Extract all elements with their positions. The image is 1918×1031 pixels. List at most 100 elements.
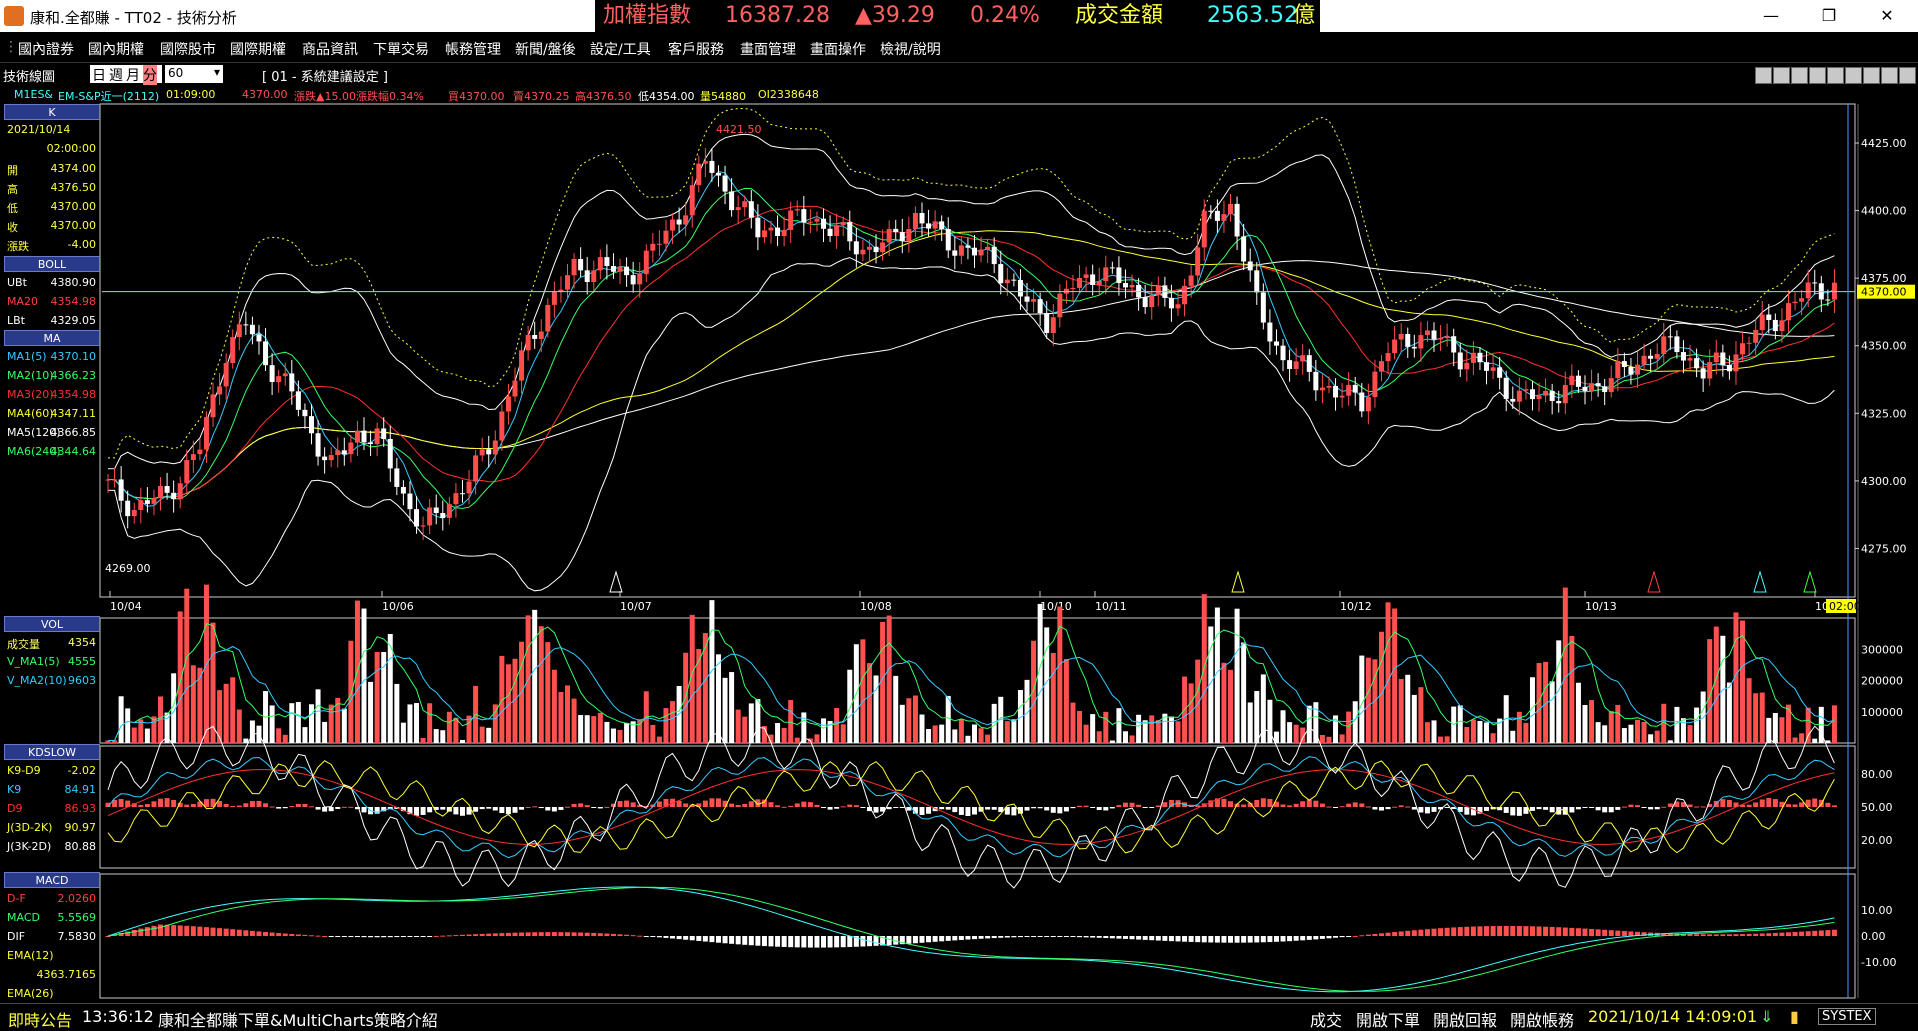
volume-bar [1549,681,1555,743]
kd-bar [610,803,616,807]
zoom-reset-icon[interactable] [1845,67,1862,84]
candle-body [374,428,380,444]
indicator-label: MA6(240) [7,445,61,458]
candle-body [1024,296,1030,302]
vol-tick-label: 300000 [1861,643,1903,656]
volume-bar [1746,678,1752,743]
kd-bar [144,804,150,807]
open-report-button[interactable]: 開啟回報 [1433,1011,1498,1030]
setting-label[interactable]: [ 01 - 系統建議設定 ] [262,70,388,85]
ticker-turnover-unit: 億 [1293,3,1316,28]
candle-body [1385,353,1391,362]
macd-bar [1766,933,1772,936]
macd-bar [1805,931,1811,936]
menu-item[interactable]: 國內期權 [88,42,144,58]
macd-bar [702,936,708,942]
volume-bar [1667,740,1673,743]
kd-bar [1398,805,1404,807]
macd-bar [400,936,406,937]
zoom-in-icon[interactable] [1827,67,1844,84]
menu-item[interactable]: 畫面管理 [740,42,796,58]
macd-bar [1122,936,1128,939]
menu-item[interactable]: 帳務管理 [445,42,501,58]
period-month[interactable]: 月 [126,68,140,84]
ma6-line [107,107,1835,459]
date-label: 10/11 [1095,600,1127,613]
menu-item[interactable]: 國際期權 [230,42,286,58]
kd-bar [1392,806,1398,808]
menu-item[interactable]: 國內證券 [18,42,74,58]
volume-bar [131,727,137,743]
window-icon[interactable] [1899,67,1916,84]
period-minute[interactable]: 分 [143,65,157,85]
menu-item[interactable]: 客戶服務 [668,42,724,58]
volume-bar [630,721,636,743]
candle-body [1280,345,1286,361]
candle-body [1549,390,1555,401]
print-icon[interactable] [1881,67,1898,84]
trade-button[interactable]: 成交 [1310,1011,1343,1030]
menu-item[interactable]: 畫面操作 [810,42,866,58]
volume-bar [1273,731,1279,743]
candle-body [308,416,314,434]
indicator-label: D9 [7,802,23,815]
minutes-select[interactable]: 60 ▾ [165,65,223,83]
kd-bar [1339,806,1345,808]
candle-body [985,246,991,250]
volume-bar [578,715,584,743]
volume-bar [164,712,170,743]
kd-bar [663,798,669,807]
kd-bar [1011,807,1017,816]
candle-body [1562,385,1568,404]
plus-icon[interactable] [1791,67,1808,84]
kd-bar [565,806,571,808]
volume-bar [1017,690,1023,743]
macd-header: MACD [4,872,100,888]
menu-item[interactable]: 國際股市 [160,42,216,58]
menu-item[interactable]: 檢視/說明 [880,42,941,58]
crosshair-icon[interactable] [1755,67,1772,84]
high-annotation: 4421.50 [716,123,762,136]
minimize-button[interactable]: — [1763,6,1779,25]
period-day[interactable]: 日 [92,68,106,84]
minus-icon[interactable] [1773,67,1790,84]
pane-border [99,873,1856,999]
kd-bar [1766,798,1772,807]
close-button[interactable]: ✕ [1880,6,1894,25]
volume-bar [1267,699,1273,743]
open-account-button[interactable]: 開啟帳務 [1510,1011,1575,1030]
macd-bar [663,936,669,938]
volume-bar [1004,721,1010,743]
macd-bar [223,928,229,936]
kd-bar [899,807,905,808]
macd-bar [873,936,879,946]
volume-bar [1543,661,1549,743]
quote-price: 4370.00 [242,88,288,101]
open-order-button[interactable]: 開啟下單 [1356,1011,1421,1030]
period-week[interactable]: 週 [109,68,123,84]
save-icon[interactable] [1863,67,1880,84]
macd-bar [1300,936,1306,941]
maximize-button[interactable]: ❐ [1821,6,1837,25]
menu-item[interactable]: 商品資訊 [302,42,358,58]
macd-bar [926,936,932,943]
candle-body [1057,293,1063,318]
macd-bar [906,936,912,944]
candle-body [335,450,341,456]
volume-bar [1516,711,1522,743]
zoom-out-icon[interactable] [1809,67,1826,84]
volume-bar [597,712,603,743]
announce-text[interactable]: 康和全都賺下單&MultiCharts策略介紹 [158,1011,438,1030]
menu-item[interactable]: 新聞/盤後 [515,42,576,58]
ticker-turnover-label: 成交金額 [1075,3,1164,28]
kd-bar [1326,806,1332,808]
menu-item[interactable]: 下單交易 [373,42,429,58]
volume-bar [1654,730,1660,743]
volume-bar [1293,724,1299,743]
volume-bar [610,728,616,743]
volume-bar [374,651,380,743]
kd-bar [1228,801,1234,807]
menu-item[interactable]: 設定/工具 [590,42,651,58]
macd-bar [1792,931,1798,936]
